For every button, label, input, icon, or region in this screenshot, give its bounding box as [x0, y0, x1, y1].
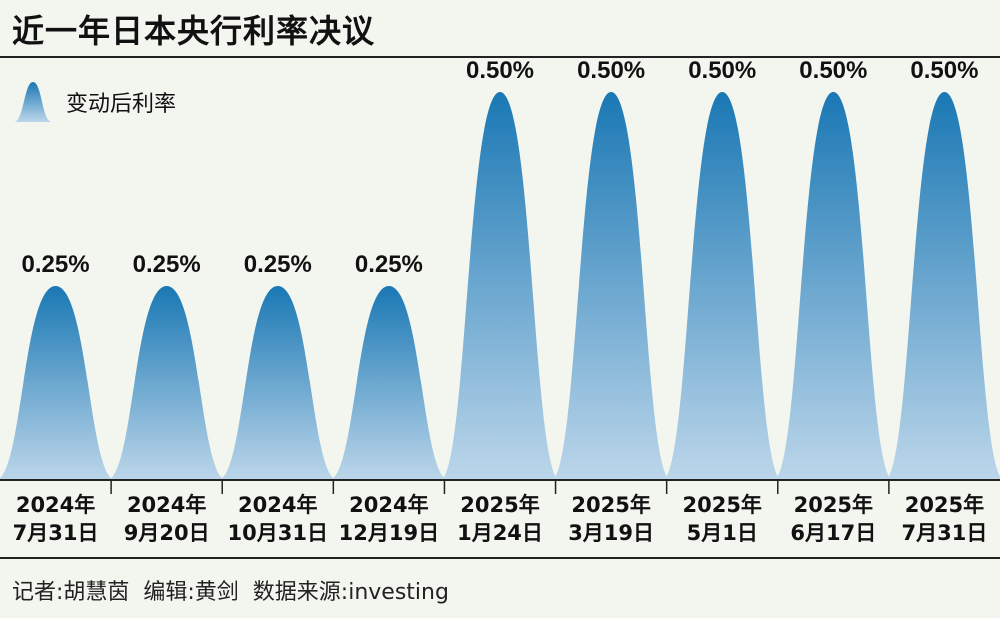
x-tick-label-date: 3月19日: [568, 521, 654, 545]
x-tick-label-year: 2024年: [16, 493, 95, 517]
x-tick-label-date: 9月20日: [124, 521, 210, 545]
bar-peak: [662, 92, 783, 480]
x-tick-label-year: 2025年: [682, 493, 761, 517]
bar-peak: [773, 92, 894, 480]
x-tick-label-date: 6月17日: [790, 521, 876, 545]
data-label: 0.50%: [466, 57, 534, 84]
chart-title: 近一年日本央行利率决议: [12, 12, 376, 50]
x-tick-label-date: 10月31日: [228, 521, 328, 545]
data-label: 0.25%: [22, 251, 90, 278]
x-tick-label-date: 5月1日: [687, 521, 758, 545]
bar-peak: [328, 286, 449, 480]
x-tick-label-date: 1月24日: [457, 521, 543, 545]
bar-peak: [884, 92, 1000, 480]
data-label: 0.25%: [355, 251, 423, 278]
x-tick-label-year: 2024年: [238, 493, 317, 517]
title-divider: [0, 56, 1000, 58]
x-tick-label-date: 7月31日: [902, 521, 988, 545]
bar-peak: [0, 286, 116, 480]
bar-peak: [440, 92, 560, 480]
credits-footer: 记者:胡慧茵 编辑:黄剑 数据来源:investing: [12, 580, 449, 605]
bar-peak: [217, 286, 338, 480]
x-tick-label-year: 2024年: [349, 493, 428, 517]
x-tick-label-year: 2025年: [571, 493, 650, 517]
x-tick-label-year: 2024年: [127, 493, 206, 517]
x-tick-label-date: 7月31日: [13, 521, 99, 545]
data-label: 0.25%: [244, 251, 312, 278]
legend-swatch-icon: [14, 82, 52, 122]
data-label: 0.50%: [577, 57, 645, 84]
data-label: 0.25%: [133, 251, 201, 278]
x-tick-label-year: 2025年: [905, 493, 984, 517]
x-tick-label-date: 12月19日: [339, 521, 439, 545]
data-label: 0.50%: [799, 57, 867, 84]
bar-peak: [106, 286, 227, 480]
data-label: 0.50%: [688, 57, 756, 84]
data-label: 0.50%: [910, 57, 978, 84]
legend-label: 变动后利率: [66, 92, 177, 117]
legend: 变动后利率: [14, 82, 176, 122]
x-tick-label-year: 2025年: [794, 493, 873, 517]
bar-chart: 0.25% 2024年 7月31日 0.25% 2024年 9月20日 0.25% 2024年…: [0, 57, 1000, 559]
x-tick-label-year: 2025年: [460, 493, 539, 517]
bar-peak: [551, 92, 672, 480]
